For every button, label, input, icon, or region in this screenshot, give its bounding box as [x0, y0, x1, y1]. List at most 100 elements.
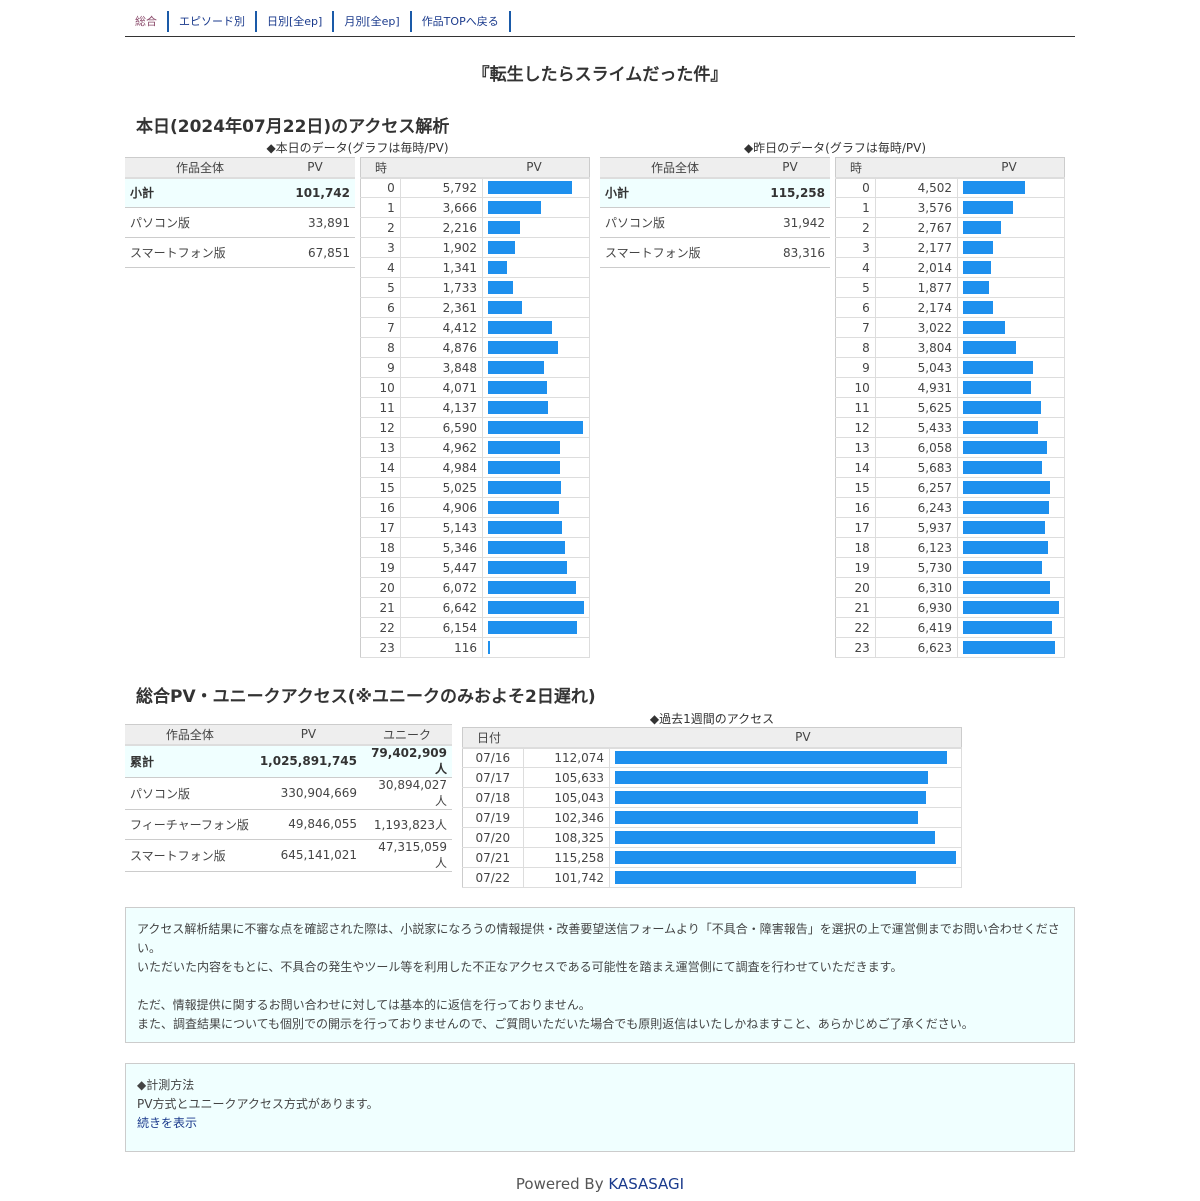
- bar-cell: [609, 767, 962, 788]
- table-row: 23 6,623: [835, 637, 1065, 658]
- value-cell: 5,433: [875, 417, 959, 438]
- value-cell: 2,174: [875, 297, 959, 318]
- table-row: スマートフォン版 83,316: [600, 237, 830, 268]
- value-cell: 67,851: [275, 237, 355, 268]
- bar: [488, 261, 508, 274]
- nav-tab[interactable]: 日別[全ep]: [257, 11, 335, 32]
- table-row: 11 5,625: [835, 397, 1065, 418]
- value-cell: 115,258: [523, 847, 611, 868]
- table-row: 4 1,341: [360, 257, 590, 278]
- bar: [488, 341, 559, 354]
- category-cell: 11: [360, 397, 401, 418]
- value-cell: 31,942: [750, 207, 830, 238]
- table-row: 1 3,666: [360, 197, 590, 218]
- category-cell: 11: [835, 397, 876, 418]
- bar: [963, 361, 1033, 374]
- category-cell: 23: [360, 637, 401, 658]
- category-cell: 8: [835, 337, 876, 358]
- method-text: PV方式とユニークアクセス方式があります。: [137, 1097, 379, 1111]
- value-cell: 3,666: [400, 197, 484, 218]
- footer: Powered By KASASAGI: [0, 1175, 1200, 1193]
- table-row: 13 6,058: [835, 437, 1065, 458]
- bar: [488, 401, 548, 414]
- table-row: 18 5,346: [360, 537, 590, 558]
- page-title: 『転生したらスライムだった件』: [472, 65, 728, 85]
- kasasagi-link[interactable]: KASASAGI: [608, 1175, 685, 1193]
- value-cell: 1,341: [400, 257, 484, 278]
- table-row: 13 4,962: [360, 437, 590, 458]
- table-row: 23 116: [360, 637, 590, 658]
- bar: [963, 641, 1055, 654]
- bar-cell: [482, 337, 590, 358]
- column-header: PV: [400, 157, 590, 179]
- bar-cell: [957, 557, 1065, 578]
- table-row: 14 5,683: [835, 457, 1065, 478]
- nav-tab[interactable]: 月別[全ep]: [334, 11, 412, 32]
- bar-cell: [482, 577, 590, 598]
- bar-cell: [957, 217, 1065, 238]
- bar: [963, 401, 1041, 414]
- value-cell: 2,361: [400, 297, 484, 318]
- value-cell: 6,257: [875, 477, 959, 498]
- bar-cell: [957, 617, 1065, 638]
- bar: [963, 301, 994, 314]
- value-cell: 101,742: [523, 867, 611, 888]
- table-row: 22 6,154: [360, 617, 590, 638]
- header-row: 作品全体 PV: [125, 157, 355, 179]
- category-cell: 20: [360, 577, 401, 598]
- bar-cell: [957, 277, 1065, 298]
- value-cell: 112,074: [523, 747, 611, 768]
- nav-tab[interactable]: 作品TOPへ戻る: [412, 11, 511, 32]
- category-cell: 1: [360, 197, 401, 218]
- bar: [615, 751, 947, 765]
- category-cell: 8: [360, 337, 401, 358]
- bar-cell: [957, 537, 1065, 558]
- nav-tab[interactable]: 総合: [125, 11, 169, 32]
- table-row: 20 6,072: [360, 577, 590, 598]
- value-cell: 330,904,669: [254, 777, 362, 810]
- bar-cell: [957, 497, 1065, 518]
- notice-line: ただ、情報提供に関するお問い合わせに対しては基本的に返信を行っておりません。: [137, 998, 591, 1012]
- table-row: 21 6,930: [835, 597, 1065, 618]
- show-more-link[interactable]: 続きを表示: [137, 1116, 198, 1130]
- column-header: 作品全体: [125, 157, 275, 179]
- value-cell: 2,177: [875, 237, 959, 258]
- nav-tab[interactable]: エピソード別: [169, 11, 257, 32]
- table-row: 9 5,043: [835, 357, 1065, 378]
- yesterday-caption: ◆昨日のデータ(グラフは毎時/PV): [743, 141, 927, 155]
- value-cell: 1,193,823人: [362, 809, 452, 840]
- bar: [963, 321, 1005, 334]
- bar-cell: [482, 557, 590, 578]
- category-cell: 6: [835, 297, 876, 318]
- column-header: 時: [360, 157, 401, 179]
- table-row: 7 4,412: [360, 317, 590, 338]
- table-row: 12 6,590: [360, 417, 590, 438]
- bar-cell: [957, 457, 1065, 478]
- table-row: 15 6,257: [835, 477, 1065, 498]
- column-header: ユニーク: [362, 724, 452, 746]
- value-cell: 5,447: [400, 557, 484, 578]
- column-header: 作品全体: [125, 724, 255, 746]
- table-row: スマートフォン版 645,141,021 47,315,059人: [125, 839, 452, 872]
- today-summary-table: 作品全体 PV 小計 101,742 パソコン版 33,891 スマートフォン版 67,851: [125, 157, 355, 268]
- bar: [963, 441, 1047, 454]
- category-cell: 7: [835, 317, 876, 338]
- category-cell: 3: [360, 237, 401, 258]
- bar: [488, 561, 567, 574]
- category-cell: 23: [835, 637, 876, 658]
- bar: [488, 581, 576, 594]
- value-cell: 3,848: [400, 357, 484, 378]
- category-cell: 12: [360, 417, 401, 438]
- today-hourly-table: 時 PV 0 5,792 1 3,666 2 2,216 3 1,902 4 1,341 5 1,733 6…: [360, 157, 590, 658]
- bar-cell: [957, 437, 1065, 458]
- value-cell: 6,310: [875, 577, 959, 598]
- label-cell: スマートフォン版: [125, 839, 255, 872]
- bar: [488, 461, 561, 474]
- table-row: スマートフォン版 67,851: [125, 237, 355, 268]
- value-cell: 6,623: [875, 637, 959, 658]
- category-cell: 21: [360, 597, 401, 618]
- category-cell: 9: [360, 357, 401, 378]
- value-cell: 5,937: [875, 517, 959, 538]
- value-cell: 6,123: [875, 537, 959, 558]
- column-header: PV: [254, 724, 362, 746]
